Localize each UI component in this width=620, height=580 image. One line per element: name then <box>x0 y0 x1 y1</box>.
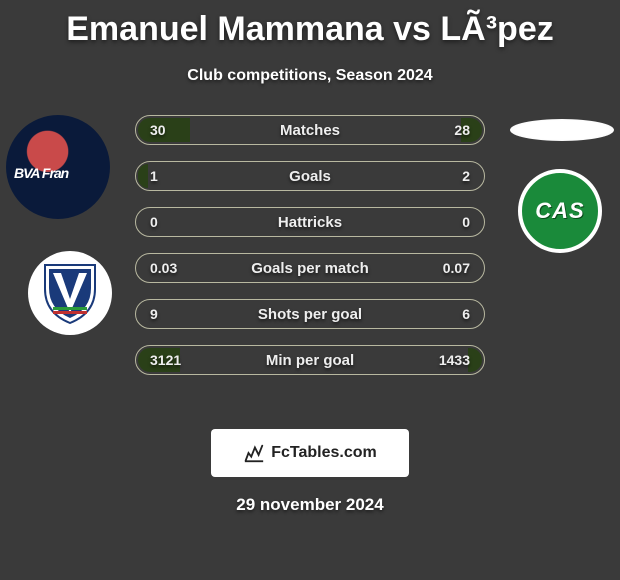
right-club-badge: CAS <box>518 169 602 253</box>
stat-bar-right <box>468 348 482 372</box>
comparison-panel: BVA Fran CAS 30 Matches 28 1 Goals 2 0 Hattrick… <box>0 115 620 415</box>
stat-left-value: 30 <box>150 122 166 138</box>
stat-left-value: 0.03 <box>150 260 177 276</box>
stat-right-value: 0.07 <box>443 260 470 276</box>
footer-brand: FcTables.com <box>271 444 377 462</box>
stat-row: 0 Hattricks 0 <box>135 207 485 237</box>
stat-label: Goals <box>289 168 331 185</box>
footer-card: FcTables.com <box>211 429 409 477</box>
stat-right-value: 0 <box>462 214 470 230</box>
stat-label: Matches <box>280 122 340 139</box>
stat-label: Shots per goal <box>258 306 362 323</box>
stat-row: 0.03 Goals per match 0.07 <box>135 253 485 283</box>
stat-right-value: 2 <box>462 168 470 184</box>
left-player-photo: BVA Fran <box>6 115 110 219</box>
stat-row: 3121 Min per goal 1433 <box>135 345 485 375</box>
stat-left-value: 3121 <box>150 352 181 368</box>
left-club-badge <box>28 251 112 335</box>
subtitle: Club competitions, Season 2024 <box>0 67 620 85</box>
stat-label: Hattricks <box>278 214 342 231</box>
stat-left-value: 0 <box>150 214 158 230</box>
stat-left-value: 1 <box>150 168 158 184</box>
velez-badge-icon <box>43 261 97 325</box>
right-club-badge-text: CAS <box>535 198 584 224</box>
stat-label: Min per goal <box>266 352 354 369</box>
page-title: Emanuel Mammana vs LÃ³pez <box>0 0 620 49</box>
stats-column: 30 Matches 28 1 Goals 2 0 Hattricks 0 0.03 Goals p… <box>135 115 485 391</box>
stat-right-value: 28 <box>454 122 470 138</box>
stat-left-value: 9 <box>150 306 158 322</box>
right-player-photo <box>510 119 614 141</box>
stat-row: 9 Shots per goal 6 <box>135 299 485 329</box>
fctables-logo-icon <box>243 442 265 464</box>
stat-row: 30 Matches 28 <box>135 115 485 145</box>
stat-label: Goals per match <box>251 260 369 277</box>
left-player-photo-bg: BVA Fran <box>6 115 110 219</box>
stat-right-value: 6 <box>462 306 470 322</box>
stat-bar-left <box>138 164 148 188</box>
date: 29 november 2024 <box>0 495 620 515</box>
stat-row: 1 Goals 2 <box>135 161 485 191</box>
left-photo-placeholder-text: BVA Fran <box>14 165 68 181</box>
stat-right-value: 1433 <box>439 352 470 368</box>
